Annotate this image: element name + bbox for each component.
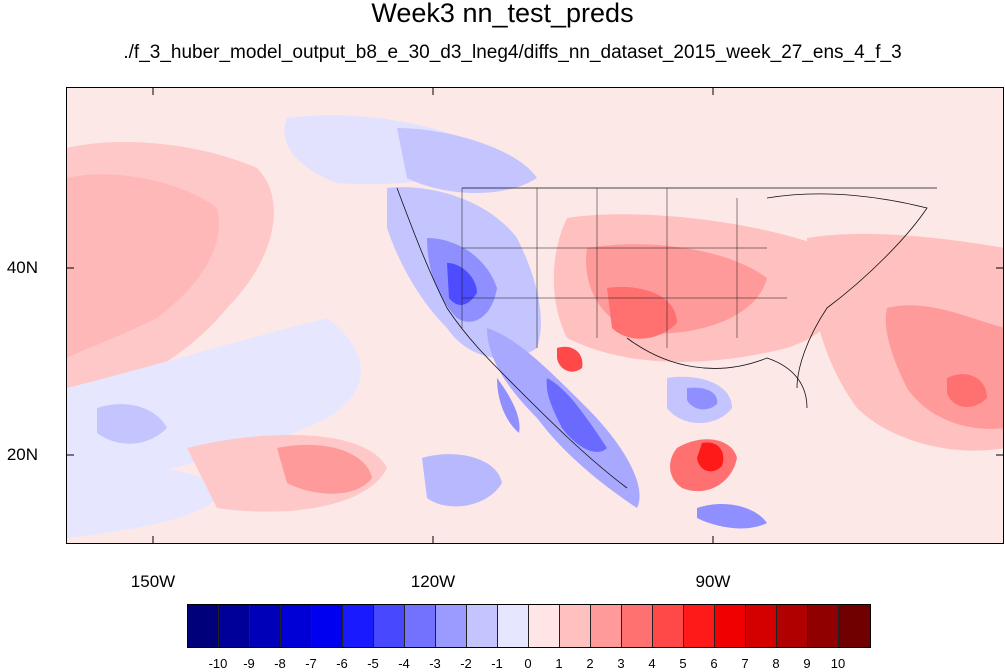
labelbar-label: 4 bbox=[648, 656, 656, 671]
labelbar-label: -5 bbox=[367, 656, 379, 671]
color-labelbar bbox=[187, 604, 871, 648]
labelbar-box bbox=[405, 605, 436, 647]
labelbar-label: -6 bbox=[336, 656, 348, 671]
labelbar-label: -9 bbox=[243, 656, 255, 671]
labelbar-box bbox=[715, 605, 746, 647]
labelbar-box bbox=[312, 605, 343, 647]
lon-label-120w: 120W bbox=[410, 572, 456, 591]
difference-field bbox=[67, 88, 1003, 543]
labelbar-label: -8 bbox=[274, 656, 286, 671]
labelbar-label: 6 bbox=[710, 656, 718, 671]
labelbar-box bbox=[529, 605, 560, 647]
labelbar-label: -3 bbox=[429, 656, 441, 671]
labelbar-label: -4 bbox=[398, 656, 410, 671]
figure-title: Week3 nn_test_preds bbox=[371, 0, 634, 28]
figure-subtitle: ./f_3_huber_model_output_b8_e_30_d3_lneg… bbox=[123, 42, 902, 63]
labelbar-box bbox=[343, 605, 374, 647]
labelbar-box bbox=[250, 605, 281, 647]
labelbar-box bbox=[436, 605, 467, 647]
labelbar-label: 8 bbox=[772, 656, 780, 671]
labelbar-box bbox=[653, 605, 684, 647]
labelbar-label: 1 bbox=[555, 656, 563, 671]
map-panel bbox=[66, 87, 1004, 544]
labelbar-box bbox=[219, 605, 250, 647]
labelbar-label: 5 bbox=[679, 656, 687, 671]
labelbar-box bbox=[839, 605, 870, 647]
labelbar-box bbox=[684, 605, 715, 647]
lat-label-40n: 40N bbox=[6, 258, 38, 277]
labelbar-label: 3 bbox=[617, 656, 625, 671]
labelbar-box bbox=[281, 605, 312, 647]
labelbar-label: 10 bbox=[830, 656, 846, 671]
lat-label-20n: 20N bbox=[6, 445, 38, 464]
labelbar-box bbox=[808, 605, 839, 647]
labelbar-label: 2 bbox=[586, 656, 594, 671]
labelbar-label: 7 bbox=[741, 656, 749, 671]
labelbar-box bbox=[188, 605, 219, 647]
labelbar-box bbox=[560, 605, 591, 647]
labelbar-box bbox=[498, 605, 529, 647]
labelbar-label: 0 bbox=[524, 656, 532, 671]
lon-label-150w: 150W bbox=[130, 572, 176, 591]
labelbar-box bbox=[467, 605, 498, 647]
labelbar-box bbox=[622, 605, 653, 647]
labelbar-box bbox=[591, 605, 622, 647]
labelbar-label: -2 bbox=[460, 656, 472, 671]
labelbar-box bbox=[374, 605, 405, 647]
labelbar-label: -10 bbox=[208, 656, 228, 671]
labelbar-box bbox=[777, 605, 808, 647]
labelbar-box bbox=[746, 605, 777, 647]
labelbar-label: -7 bbox=[305, 656, 317, 671]
labelbar-label: -1 bbox=[491, 656, 503, 671]
labelbar-label: 9 bbox=[803, 656, 811, 671]
lon-label-90w: 90W bbox=[695, 572, 731, 591]
